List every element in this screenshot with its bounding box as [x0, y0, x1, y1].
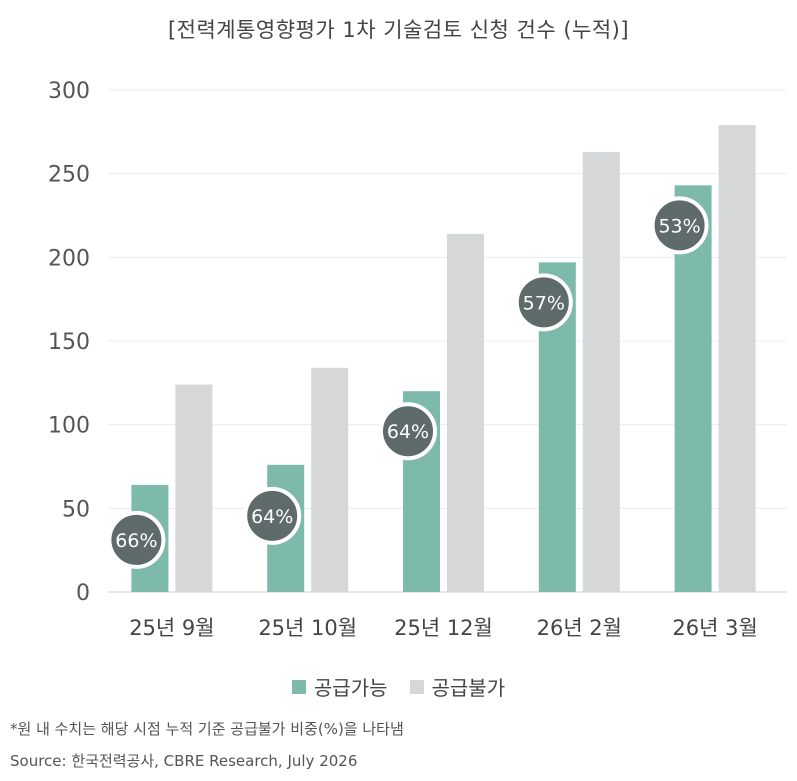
- chart-title: [전력계통영향평가 1차 기술검토 신청 건수 (누적)]: [167, 18, 630, 42]
- x-tick-label: 26년 3월: [672, 616, 757, 640]
- ratio-circle: [650, 196, 709, 255]
- ratio-label: 57%: [523, 292, 565, 314]
- y-tick-label: 0: [76, 581, 90, 606]
- bar-supply-no: [582, 151, 620, 592]
- footnote: *원 내 수치는 해당 시점 누적 기준 공급불가 비중(%)을 나타냄: [10, 720, 404, 738]
- ratio-label: 53%: [658, 215, 700, 237]
- bar-supply-no: [175, 384, 213, 592]
- y-tick-label: 200: [48, 246, 90, 271]
- ratio-label: 66%: [115, 530, 157, 552]
- y-tick-label: 50: [62, 497, 90, 522]
- ratio-circle: [514, 273, 573, 332]
- legend-swatch-green: [291, 679, 306, 694]
- bar-supply-no: [447, 233, 484, 592]
- ratio-circle: [243, 486, 302, 545]
- ratio-label: 64%: [387, 421, 429, 443]
- bar-supply-no: [718, 125, 756, 592]
- y-tick-label: 300: [48, 79, 90, 104]
- x-tick-label: 25년 9월: [129, 616, 214, 640]
- x-tick-label: 25년 12월: [394, 616, 493, 640]
- legend: 공급가능 공급불가: [0, 672, 797, 701]
- x-tick-label: 26년 2월: [537, 616, 622, 640]
- y-tick-label: 150: [48, 330, 90, 355]
- source-note: Source: 한국전력공사, CBRE Research, July 2026: [10, 752, 358, 770]
- ratio-label: 64%: [251, 506, 293, 528]
- ratio-circle: [107, 510, 166, 569]
- legend-label-supply-ok: 공급가능: [313, 676, 388, 700]
- legend-label-supply-no: 공급불가: [431, 676, 506, 700]
- legend-item-supply-no: 공급불가: [409, 672, 506, 701]
- bar-supply-no: [311, 367, 349, 592]
- x-tick-label: 25년 10월: [258, 616, 357, 640]
- bar-chart: 0 50 100 150 200 250 300 25년 9월 66% 25년 10월 64% 25년…: [48, 79, 787, 640]
- legend-item-supply-ok: 공급가능: [291, 672, 388, 701]
- legend-swatch-gray: [409, 679, 424, 694]
- ratio-circle: [379, 402, 437, 461]
- y-tick-label: 250: [48, 163, 90, 188]
- y-tick-label: 100: [48, 414, 90, 439]
